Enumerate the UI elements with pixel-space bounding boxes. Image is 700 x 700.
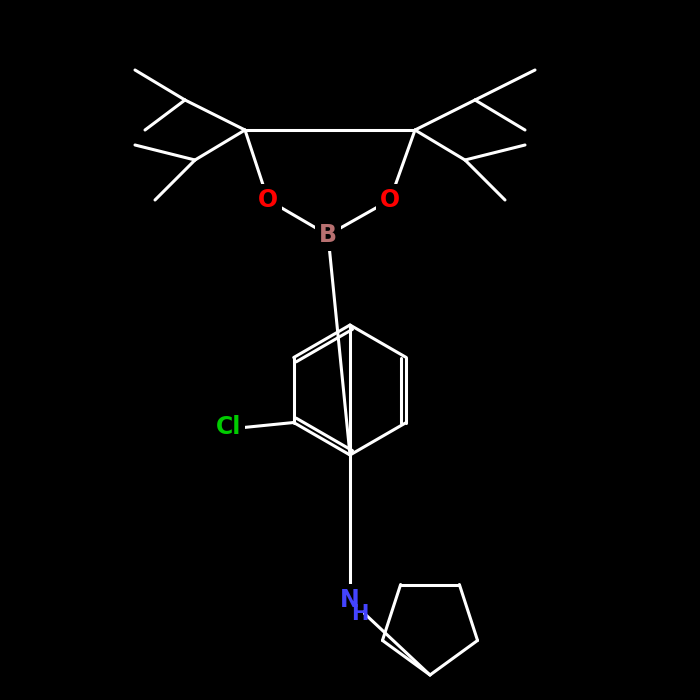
Text: N: N xyxy=(340,588,360,612)
Text: O: O xyxy=(258,188,278,212)
Text: O: O xyxy=(380,188,400,212)
Text: B: B xyxy=(319,223,337,247)
Text: Cl: Cl xyxy=(216,416,242,440)
Text: H: H xyxy=(351,604,369,624)
